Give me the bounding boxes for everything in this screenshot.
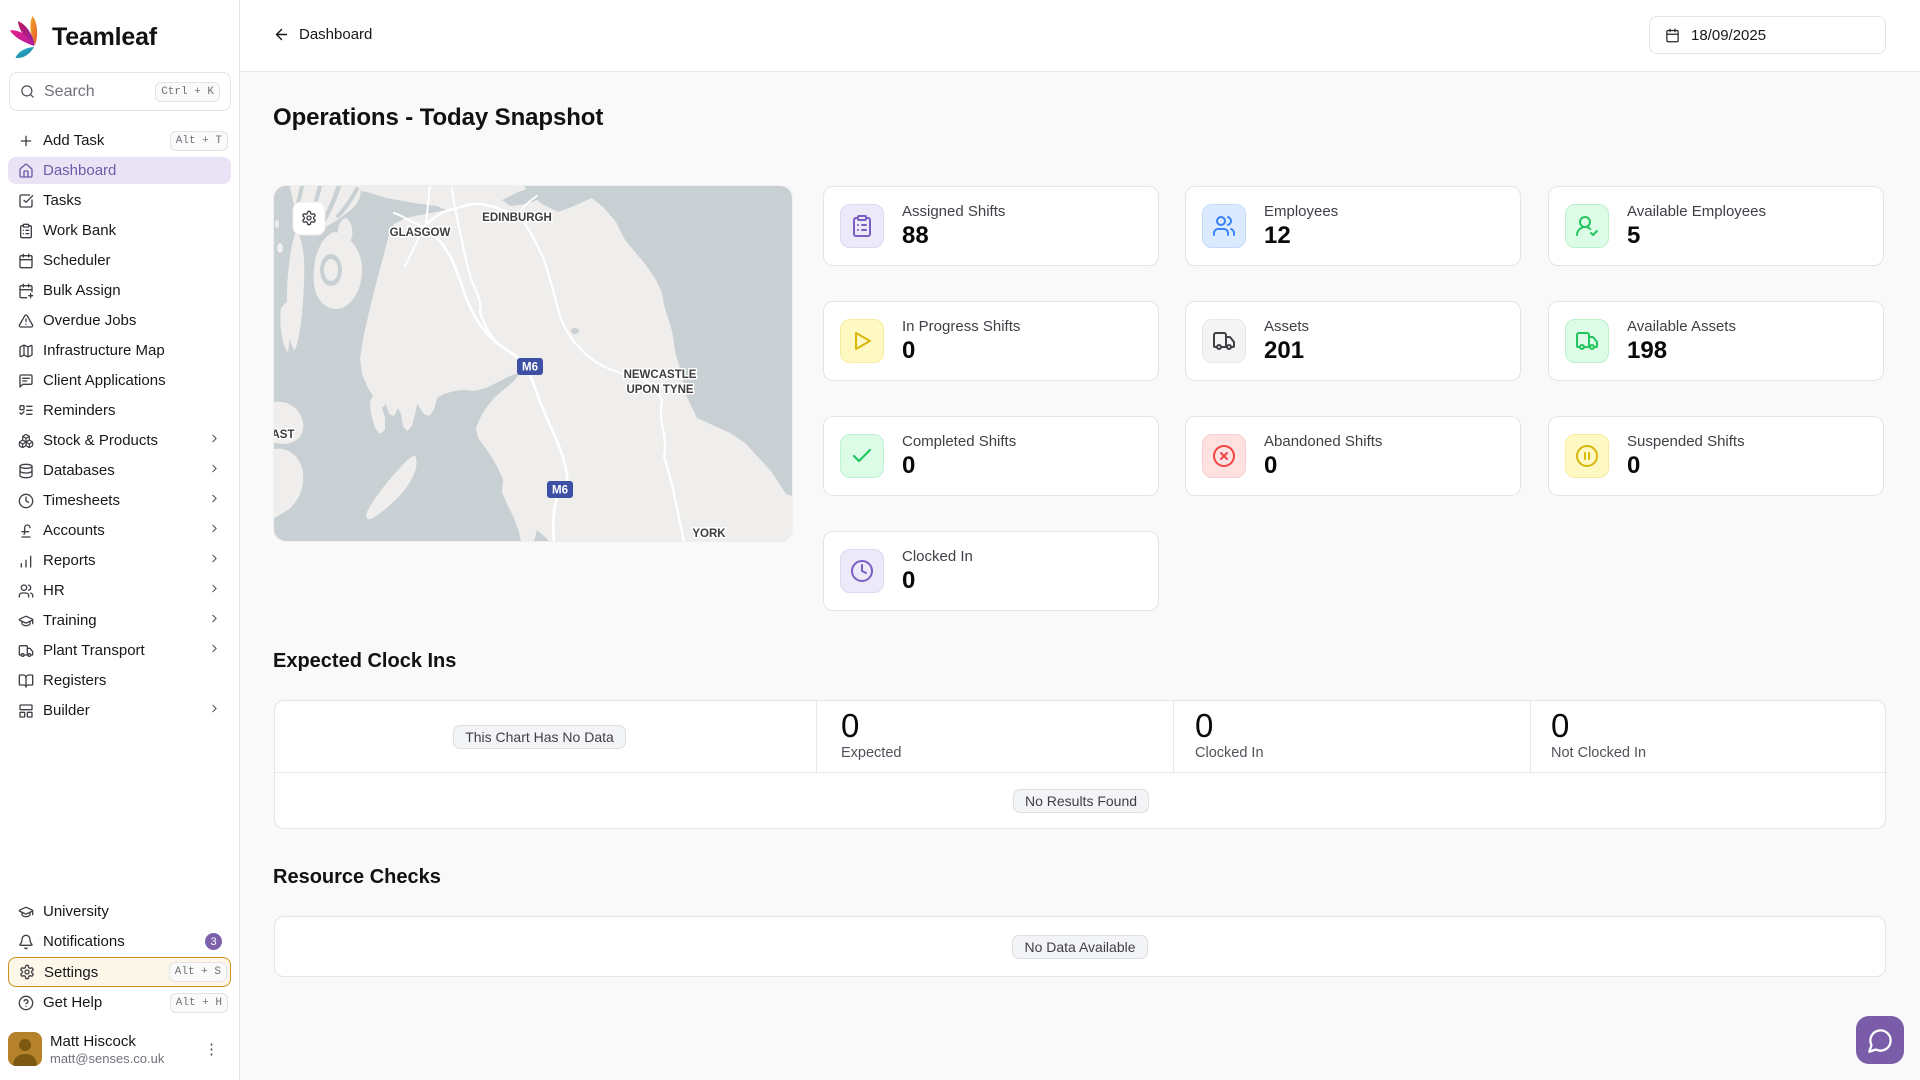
svg-text:M6: M6 bbox=[522, 362, 538, 374]
svg-text:NEWCASTLE: NEWCASTLE bbox=[624, 369, 697, 381]
svg-text:YORK: YORK bbox=[692, 528, 726, 540]
svg-text:GLASGOW: GLASGOW bbox=[390, 227, 451, 239]
svg-text:EDINBURGH: EDINBURGH bbox=[482, 212, 552, 224]
svg-text:M6: M6 bbox=[552, 485, 568, 497]
svg-text:AST: AST bbox=[274, 429, 295, 441]
svg-text:UPON TYNE: UPON TYNE bbox=[626, 384, 693, 396]
